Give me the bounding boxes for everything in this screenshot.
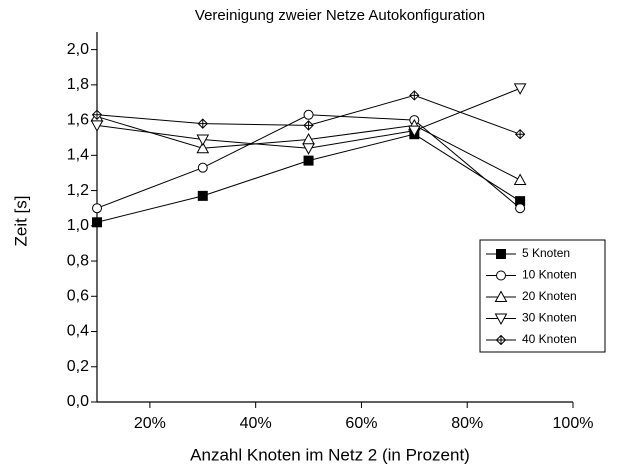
y-tick-label: 0,0 (67, 393, 89, 410)
marker (494, 313, 508, 326)
legend-label: 30 Knoten (522, 311, 577, 325)
marker (197, 118, 208, 129)
marker (92, 217, 102, 228)
marker (494, 290, 508, 302)
marker (407, 125, 421, 138)
y-tick-label: 2,0 (67, 41, 89, 58)
marker (90, 120, 104, 132)
marker (197, 190, 208, 201)
y-axis-label: Zeit [s] (11, 195, 30, 246)
legend-label: 20 Knoten (522, 289, 577, 303)
x-tick-label: 80% (451, 415, 483, 432)
y-tick-label: 1,0 (67, 217, 89, 234)
x-tick-label: 40% (240, 415, 272, 432)
marker (513, 83, 527, 95)
marker (197, 162, 208, 173)
marker (303, 109, 314, 120)
marker (496, 270, 506, 281)
marker (303, 155, 314, 166)
legend-label: 40 Knoten (522, 332, 577, 346)
y-tick-label: 0,8 (67, 252, 89, 269)
legend-label: 10 Knoten (522, 268, 577, 282)
y-tick-label: 0,2 (67, 358, 89, 375)
y-tick-label: 0,4 (67, 323, 89, 340)
chart-title: Vereinigung zweier Netze Autokonfigurati… (195, 7, 485, 24)
x-axis-label: Anzahl Knoten im Netz 2 (in Prozent) (190, 445, 470, 464)
x-tick-label: 60% (345, 415, 377, 432)
x-tick-label: 20% (134, 415, 166, 432)
marker (196, 141, 210, 154)
marker (513, 173, 527, 185)
marker (495, 334, 507, 346)
marker (496, 249, 506, 259)
x-tick-label: 100% (553, 415, 594, 432)
marker (303, 120, 314, 131)
marker (196, 134, 210, 147)
marker (514, 128, 526, 140)
y-tick-label: 1,2 (67, 182, 89, 199)
marker (515, 203, 526, 214)
marker (409, 90, 420, 101)
y-tick-label: 0,6 (67, 288, 89, 305)
marker (91, 109, 103, 121)
legend-label: 5 Knoten (522, 246, 570, 260)
y-tick-label: 1,4 (67, 147, 89, 164)
marker (92, 203, 102, 214)
y-tick-label: 1,8 (67, 76, 89, 93)
marker (302, 143, 315, 155)
y-tick-label: 1,6 (67, 111, 89, 128)
